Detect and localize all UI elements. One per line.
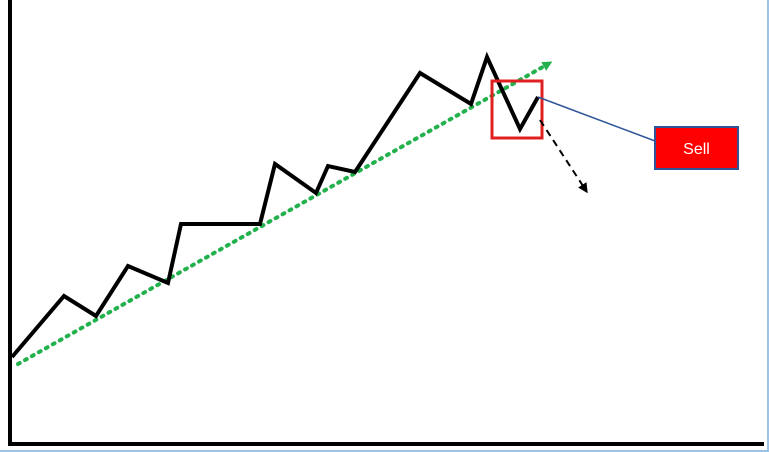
price-zigzag-line — [10, 51, 540, 359]
sell-label-box: Sell — [654, 126, 739, 170]
sell-label: Sell — [683, 141, 710, 158]
frame-bottom-edge — [0, 450, 769, 452]
frame-right-edge — [767, 0, 769, 452]
uptrend-line — [16, 61, 553, 366]
trend-break-highlight-box — [490, 79, 544, 140]
callout-line — [537, 96, 656, 142]
sell-box-shape — [654, 126, 739, 170]
downward-projection-arrow — [539, 119, 588, 194]
